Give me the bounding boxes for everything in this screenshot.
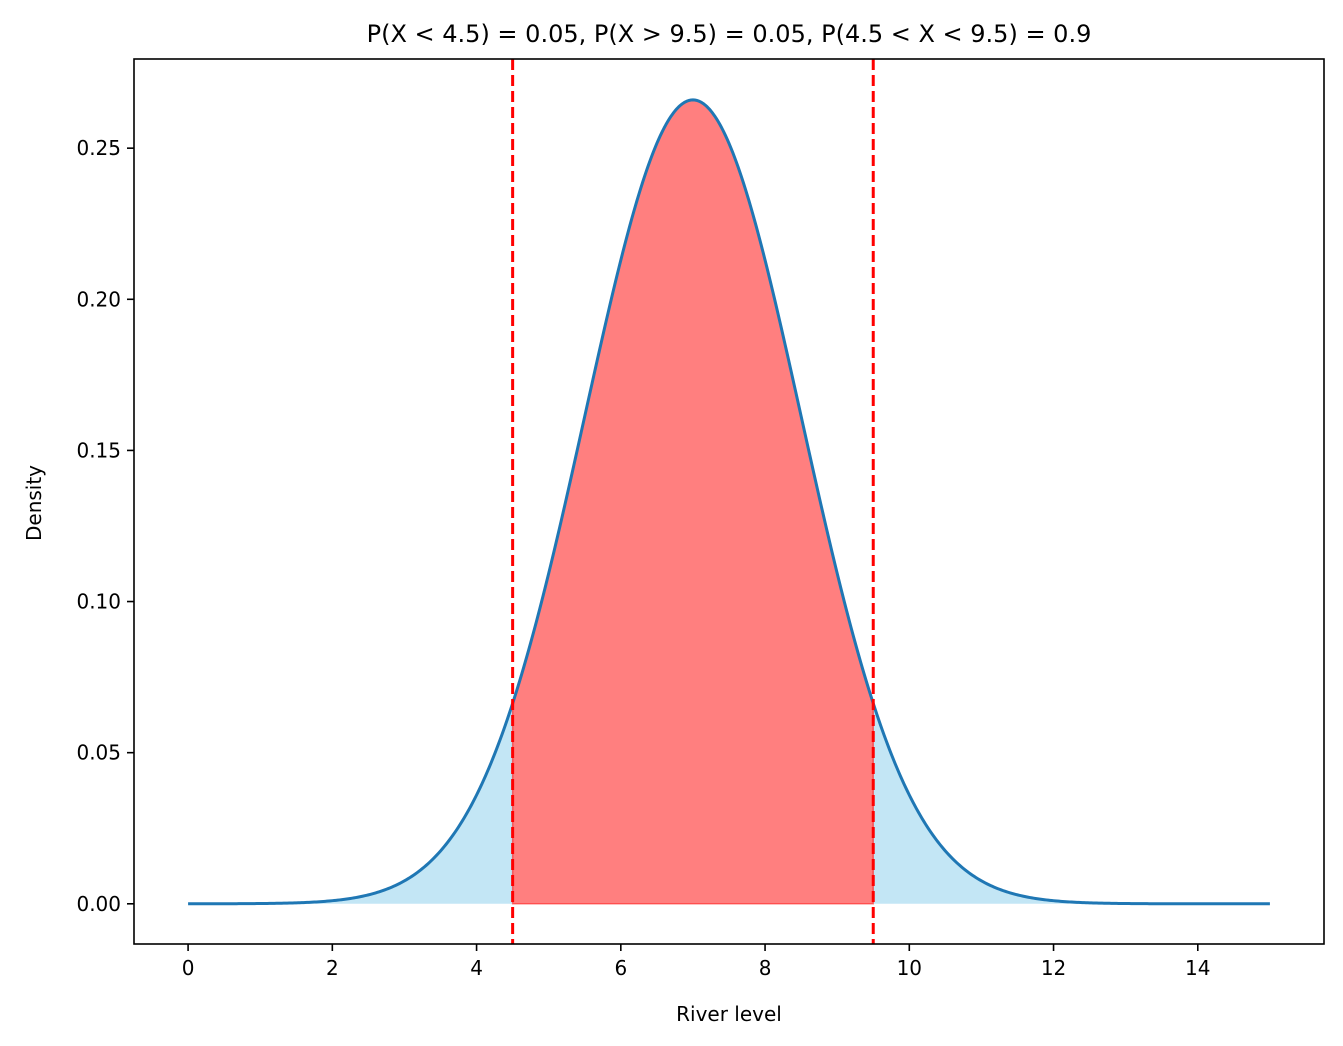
axes-frame [133,58,1325,945]
y-tick-label: 0.20 [76,287,121,311]
left-tail-area [188,703,513,904]
x-tick-label: 2 [326,956,339,980]
x-tick-label: 14 [1185,956,1210,980]
x-tick-label: 12 [1041,956,1066,980]
y-axis-label: Density [22,465,46,541]
x-tick-label: 10 [897,956,922,980]
x-tick-label: 4 [470,956,483,980]
x-tick-label: 0 [182,956,195,980]
plot-area [133,58,1325,945]
x-tick-label: 6 [614,956,627,980]
x-axis-ticks: 0 2 4 6 8 10 12 14 [182,944,1211,980]
chart-title: P(X < 4.5) = 0.05, P(X > 9.5) = 0.05, P(… [367,20,1092,48]
density-curve [188,98,1270,906]
y-tick-label: 0.00 [76,892,121,916]
y-tick-label: 0.05 [76,741,121,765]
right-tail-area [873,703,1270,904]
y-tick-label: 0.25 [76,136,121,160]
x-axis-label: River level [676,1002,782,1026]
y-tick-label: 0.10 [76,590,121,614]
y-axis-ticks: 0.00 0.05 0.10 0.15 0.20 0.25 [76,136,134,916]
x-tick-label: 8 [759,956,772,980]
y-tick-label: 0.15 [76,438,121,462]
